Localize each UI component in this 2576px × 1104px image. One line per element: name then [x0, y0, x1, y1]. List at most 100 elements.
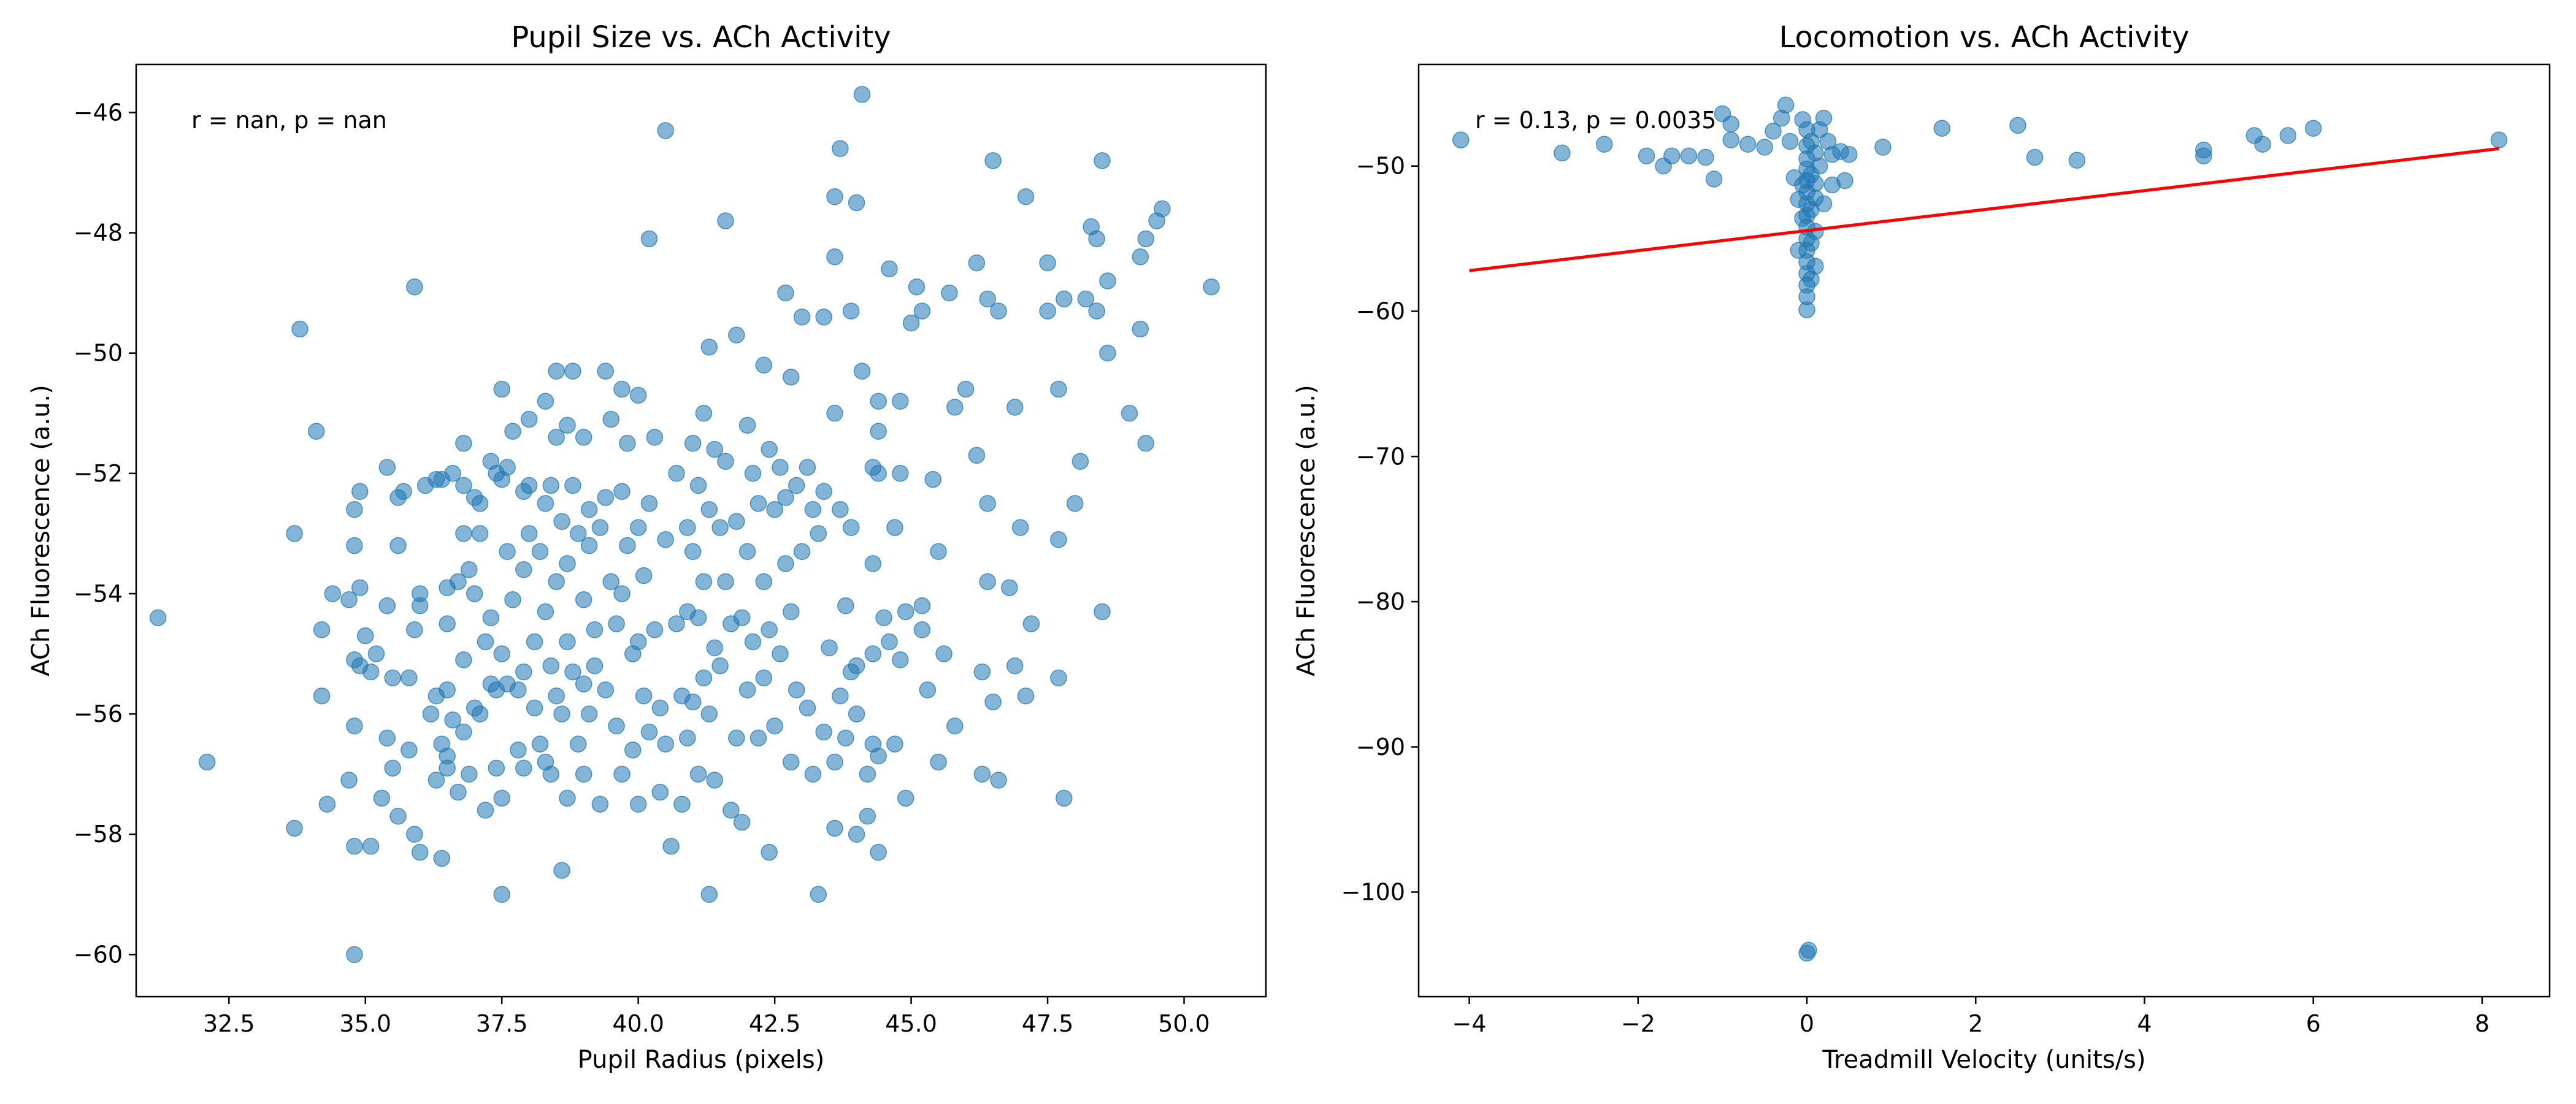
scatter-point [537, 393, 554, 410]
scatter-point [629, 795, 647, 813]
scatter-point [673, 795, 691, 813]
scatter-point [515, 663, 532, 681]
scatter-point [1017, 687, 1035, 705]
scatter-point [591, 519, 609, 536]
scatter-point [1781, 132, 1799, 150]
scatter-point [149, 609, 167, 626]
scatter-point [700, 886, 718, 903]
scatter-point [520, 410, 538, 428]
scatter-point [389, 537, 407, 554]
scatter-point [406, 621, 423, 638]
scatter-point [362, 663, 380, 681]
scatter-point [444, 711, 461, 729]
scatter-point [788, 681, 805, 699]
scatter-point [717, 453, 734, 470]
scatter-point [728, 729, 745, 747]
y-tick-label: −48 [74, 220, 123, 247]
scatter-point [679, 729, 696, 747]
scatter-point [788, 477, 805, 494]
scatter-point [1697, 148, 1714, 166]
scatter-point [378, 729, 396, 747]
scatter-point [870, 423, 887, 440]
scatter-point [783, 369, 800, 386]
scatter-point [717, 573, 734, 591]
scatter-point [908, 278, 926, 296]
scatter-point [455, 525, 472, 542]
scatter-point [733, 813, 751, 831]
scatter-point [580, 537, 598, 554]
y-tick-label: −70 [1356, 443, 1405, 470]
scatter-point [493, 380, 510, 398]
scatter-point [1807, 175, 1824, 192]
scatter-point [1137, 435, 1154, 452]
scatter-point [832, 140, 849, 158]
x-axis-ticks: −4 −2 0 2 4 6 8 [1452, 997, 2490, 1037]
scatter-point [291, 320, 309, 338]
scatter-point [378, 597, 396, 615]
scatter-point [1756, 139, 1773, 156]
scatter-point [777, 489, 794, 506]
scatter-point [848, 194, 865, 212]
scatter-point [783, 753, 800, 771]
scatter-point [990, 302, 1007, 320]
scatter-point [455, 723, 472, 741]
y-tick-label: −56 [74, 700, 123, 727]
scatter-point [1066, 495, 1084, 512]
scatter-point [373, 789, 391, 807]
scatter-point [461, 561, 478, 578]
scatter-point [629, 386, 647, 404]
scatter-point [651, 699, 669, 717]
scatter-point [597, 681, 615, 699]
scatter-point [744, 465, 762, 482]
scatter-point [1094, 603, 1111, 621]
scatter-point [613, 483, 631, 500]
scatter-point [886, 735, 903, 753]
scatter-point [761, 621, 778, 638]
scatter-point [624, 742, 642, 759]
scatter-point [198, 753, 216, 771]
scatter-point [1050, 531, 1067, 548]
scatter-point [455, 435, 472, 452]
scatter-point [870, 843, 887, 861]
y-tick-label: −52 [74, 460, 123, 487]
x-axis-label: Treadmill Velocity (units/s) [1822, 1046, 2145, 1074]
scatter-point [826, 819, 843, 837]
scatter-point [897, 603, 914, 621]
scatter-point [1099, 272, 1116, 289]
scatter-point [706, 440, 723, 458]
y-tick-label: −50 [1356, 153, 1405, 180]
scatter-point [1050, 380, 1067, 398]
scatter-point [1203, 278, 1220, 296]
y-tick-label: −90 [1356, 734, 1405, 761]
scatter-point [570, 525, 587, 542]
scatter-point [439, 759, 456, 777]
scatter-point [406, 826, 423, 843]
scatter-point [695, 669, 713, 687]
scatter-point [761, 440, 778, 458]
scatter-point [564, 362, 581, 380]
y-tick-label: −60 [1356, 297, 1405, 324]
scatter-point [619, 537, 636, 554]
scatter-point [804, 500, 822, 518]
scatter-point [586, 657, 604, 675]
scatter-point [749, 495, 767, 512]
scatter-point [318, 795, 336, 813]
scatter-point [881, 260, 898, 278]
scatter-point [1001, 579, 1018, 596]
scatter-point [979, 573, 996, 591]
scatter-point [411, 843, 429, 861]
scatter-point [362, 838, 380, 855]
x-axis-ticks: 32.5 35.0 37.5 40.0 42.5 45.0 47.5 50.0 [203, 997, 1210, 1037]
scatter-point [848, 657, 865, 675]
x-tick-label: −2 [1621, 1010, 1655, 1037]
scatter-point [1815, 109, 1833, 127]
scatter-point [689, 765, 707, 783]
scatter-point [1933, 120, 1950, 137]
chart-title: Pupil Size vs. ACh Activity [511, 20, 891, 55]
scatter-point [1011, 519, 1029, 536]
scatter-point [510, 742, 527, 759]
scatter-point [351, 579, 369, 596]
scatter-point [570, 735, 587, 753]
scatter-point [488, 759, 505, 777]
